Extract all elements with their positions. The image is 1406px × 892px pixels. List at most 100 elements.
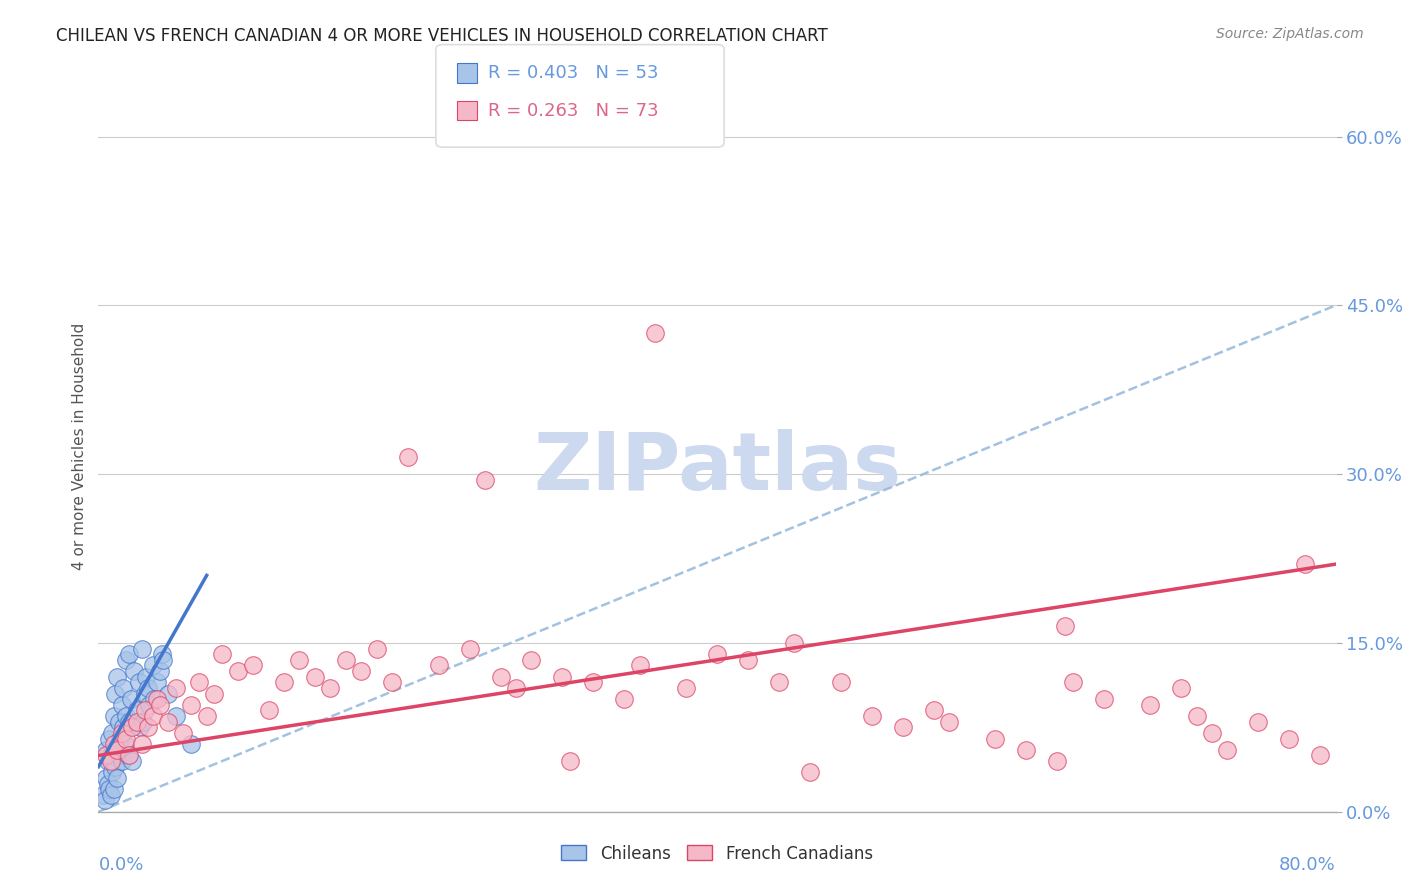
Point [613, 692, 636, 706]
Point [128, 675, 150, 690]
Point [1185, 709, 1208, 723]
Point [103, 709, 125, 723]
Point [335, 653, 357, 667]
Point [1092, 692, 1115, 706]
Point [97, 776, 120, 790]
Point [118, 647, 141, 661]
Point [157, 687, 180, 701]
Point [100, 788, 122, 802]
Point [1139, 698, 1161, 712]
Point [195, 709, 218, 723]
Point [120, 692, 142, 706]
Point [350, 664, 373, 678]
Point [131, 737, 153, 751]
Legend: Chileans, French Canadians: Chileans, French Canadians [555, 838, 879, 869]
Point [427, 658, 450, 673]
Point [1046, 754, 1069, 768]
Point [135, 670, 157, 684]
Point [111, 754, 132, 768]
Point [141, 709, 165, 723]
Point [96, 748, 118, 763]
Point [628, 658, 651, 673]
Point [149, 698, 172, 712]
Point [551, 670, 574, 684]
Point [799, 765, 821, 780]
Point [938, 714, 960, 729]
Point [520, 653, 543, 667]
Point [1015, 743, 1038, 757]
Text: 80.0%: 80.0% [1279, 855, 1336, 873]
Point [111, 698, 132, 712]
Point [150, 647, 173, 661]
Point [1294, 557, 1316, 571]
Point [134, 703, 156, 717]
Point [149, 664, 172, 678]
Point [366, 641, 388, 656]
Point [165, 709, 187, 723]
Point [96, 743, 118, 757]
Point [1247, 714, 1270, 729]
Point [141, 658, 165, 673]
Point [105, 743, 128, 757]
Point [768, 675, 790, 690]
Point [136, 681, 159, 695]
Point [108, 731, 131, 746]
Point [105, 771, 128, 785]
Point [134, 687, 156, 701]
Text: ZIPatlas: ZIPatlas [533, 429, 901, 507]
Point [458, 641, 481, 656]
Point [117, 748, 139, 763]
Point [1062, 675, 1084, 690]
Point [474, 473, 496, 487]
Point [115, 653, 138, 667]
Point [560, 754, 582, 768]
Point [396, 450, 419, 465]
Point [922, 703, 945, 717]
Point [242, 658, 264, 673]
Point [132, 714, 155, 729]
Point [582, 675, 605, 690]
Point [1309, 748, 1331, 763]
Point [165, 681, 187, 695]
Point [830, 675, 852, 690]
Point [93, 793, 115, 807]
Text: CHILEAN VS FRENCH CANADIAN 4 OR MORE VEHICLES IN HOUSEHOLD CORRELATION CHART: CHILEAN VS FRENCH CANADIAN 4 OR MORE VEH… [56, 27, 828, 45]
Text: Source: ZipAtlas.com: Source: ZipAtlas.com [1216, 27, 1364, 41]
Point [121, 720, 143, 734]
Point [226, 664, 249, 678]
Point [1216, 743, 1239, 757]
Text: R = 0.403   N = 53: R = 0.403 N = 53 [488, 64, 658, 82]
Point [1170, 681, 1192, 695]
Point [172, 726, 194, 740]
Text: 0.0%: 0.0% [98, 855, 143, 873]
Point [257, 703, 280, 717]
Point [107, 748, 129, 763]
Point [644, 326, 666, 341]
Point [127, 714, 149, 729]
Point [103, 743, 125, 757]
Point [706, 647, 728, 661]
Point [91, 788, 114, 802]
Point [96, 771, 118, 785]
Point [101, 726, 124, 740]
Point [1278, 731, 1301, 746]
Point [112, 720, 135, 734]
Point [288, 653, 311, 667]
Point [783, 636, 806, 650]
Point [121, 754, 143, 768]
Point [984, 731, 1007, 746]
Point [100, 748, 122, 763]
Point [505, 681, 527, 695]
Point [101, 765, 124, 780]
Point [118, 748, 141, 763]
Point [118, 714, 141, 729]
Point [104, 760, 127, 774]
Point [105, 670, 128, 684]
Point [204, 687, 226, 701]
Point [98, 782, 121, 797]
Point [98, 731, 121, 746]
Point [180, 737, 202, 751]
Point [152, 653, 174, 667]
Point [860, 709, 883, 723]
Point [180, 698, 202, 712]
